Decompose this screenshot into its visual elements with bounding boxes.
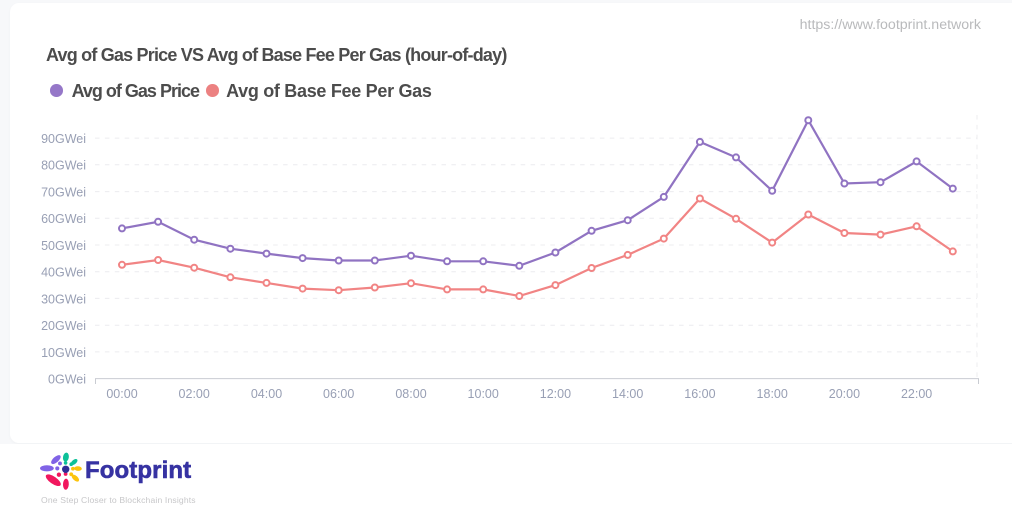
svg-text:00:00: 00:00 — [106, 387, 137, 401]
svg-text:90GWei: 90GWei — [41, 132, 86, 146]
svg-text:08:00: 08:00 — [395, 387, 426, 401]
svg-text:20:00: 20:00 — [829, 387, 860, 401]
svg-text:22:00: 22:00 — [901, 387, 932, 401]
svg-text:12:00: 12:00 — [540, 387, 571, 401]
svg-text:06:00: 06:00 — [323, 387, 354, 401]
svg-text:30GWei: 30GWei — [41, 292, 86, 306]
svg-text:16:00: 16:00 — [684, 387, 715, 401]
svg-text:14:00: 14:00 — [612, 387, 643, 401]
svg-text:50GWei: 50GWei — [41, 239, 86, 253]
svg-text:18:00: 18:00 — [757, 387, 788, 401]
svg-text:20GWei: 20GWei — [41, 319, 86, 333]
svg-text:10GWei: 10GWei — [41, 346, 86, 360]
svg-text:04:00: 04:00 — [251, 387, 282, 401]
svg-text:60GWei: 60GWei — [41, 212, 86, 226]
svg-text:80GWei: 80GWei — [41, 159, 86, 173]
svg-text:0GWei: 0GWei — [48, 372, 86, 386]
svg-text:02:00: 02:00 — [179, 387, 210, 401]
svg-text:40GWei: 40GWei — [41, 266, 86, 280]
svg-text:10:00: 10:00 — [468, 387, 499, 401]
svg-text:70GWei: 70GWei — [41, 186, 86, 200]
